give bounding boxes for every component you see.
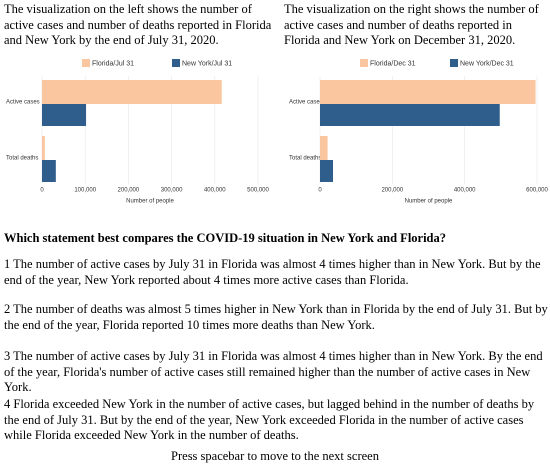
x-tick-label: 600,000 — [526, 188, 548, 194]
x-tick-label: 0 — [318, 188, 322, 194]
category-label: Total deaths — [289, 156, 321, 162]
bar — [42, 104, 87, 126]
option[interactable]: 1 The number of active cases by July 31 … — [4, 257, 541, 287]
bar — [42, 80, 222, 104]
bar — [320, 160, 334, 182]
x-tick-label: 200,000 — [118, 188, 140, 194]
question: Which statement best compares the COVID-… — [4, 231, 447, 245]
x-axis-label: Number of people — [405, 199, 453, 205]
legend-label: Florida/Jul 31 — [92, 60, 134, 67]
bar — [320, 80, 536, 104]
x-axis-label: Number of people — [126, 199, 174, 205]
chart-left: 0 100,000 200,000 300,000 400,000 500,000 Numb… — [6, 59, 270, 205]
x-tick-label: 100,000 — [74, 188, 96, 194]
legend-swatch — [360, 59, 368, 67]
footer: Press spacebar to move to the next scree… — [171, 449, 379, 463]
legend-swatch — [82, 59, 90, 67]
option[interactable]: 3 The number of active cases by July 31 … — [4, 349, 543, 394]
category-label: Active cases — [289, 100, 323, 106]
intro-right: The visualization on the right shows the… — [284, 2, 539, 47]
legend-label: Florida/Dec 31 — [370, 60, 416, 67]
option[interactable]: 2 The number of deaths was almost 5 time… — [4, 302, 548, 332]
chart-right: 0 200,000 400,000 600,000 Number of people Fl… — [289, 59, 549, 205]
intro-left: The visualization on the left shows the … — [4, 2, 272, 47]
option[interactable]: 4 Florida exceeded New York in the numbe… — [4, 397, 535, 442]
legend-label: New York/Dec 31 — [460, 60, 514, 67]
legend-swatch — [450, 59, 458, 67]
bar — [320, 136, 328, 160]
x-tick-label: 500,000 — [247, 188, 269, 194]
x-tick-label: 400,000 — [454, 188, 476, 194]
bar — [320, 104, 500, 126]
category-label: Total deaths — [6, 156, 38, 162]
x-tick-label: 200,000 — [381, 188, 403, 194]
category-label: Active cases — [6, 100, 40, 106]
legend-label: New York/Jul 31 — [182, 60, 232, 67]
x-tick-label: 400,000 — [204, 188, 226, 194]
bar — [42, 136, 45, 160]
x-tick-label: 300,000 — [161, 188, 183, 194]
legend-swatch — [172, 59, 180, 67]
x-tick-label: 0 — [40, 188, 44, 194]
bar — [42, 160, 56, 182]
